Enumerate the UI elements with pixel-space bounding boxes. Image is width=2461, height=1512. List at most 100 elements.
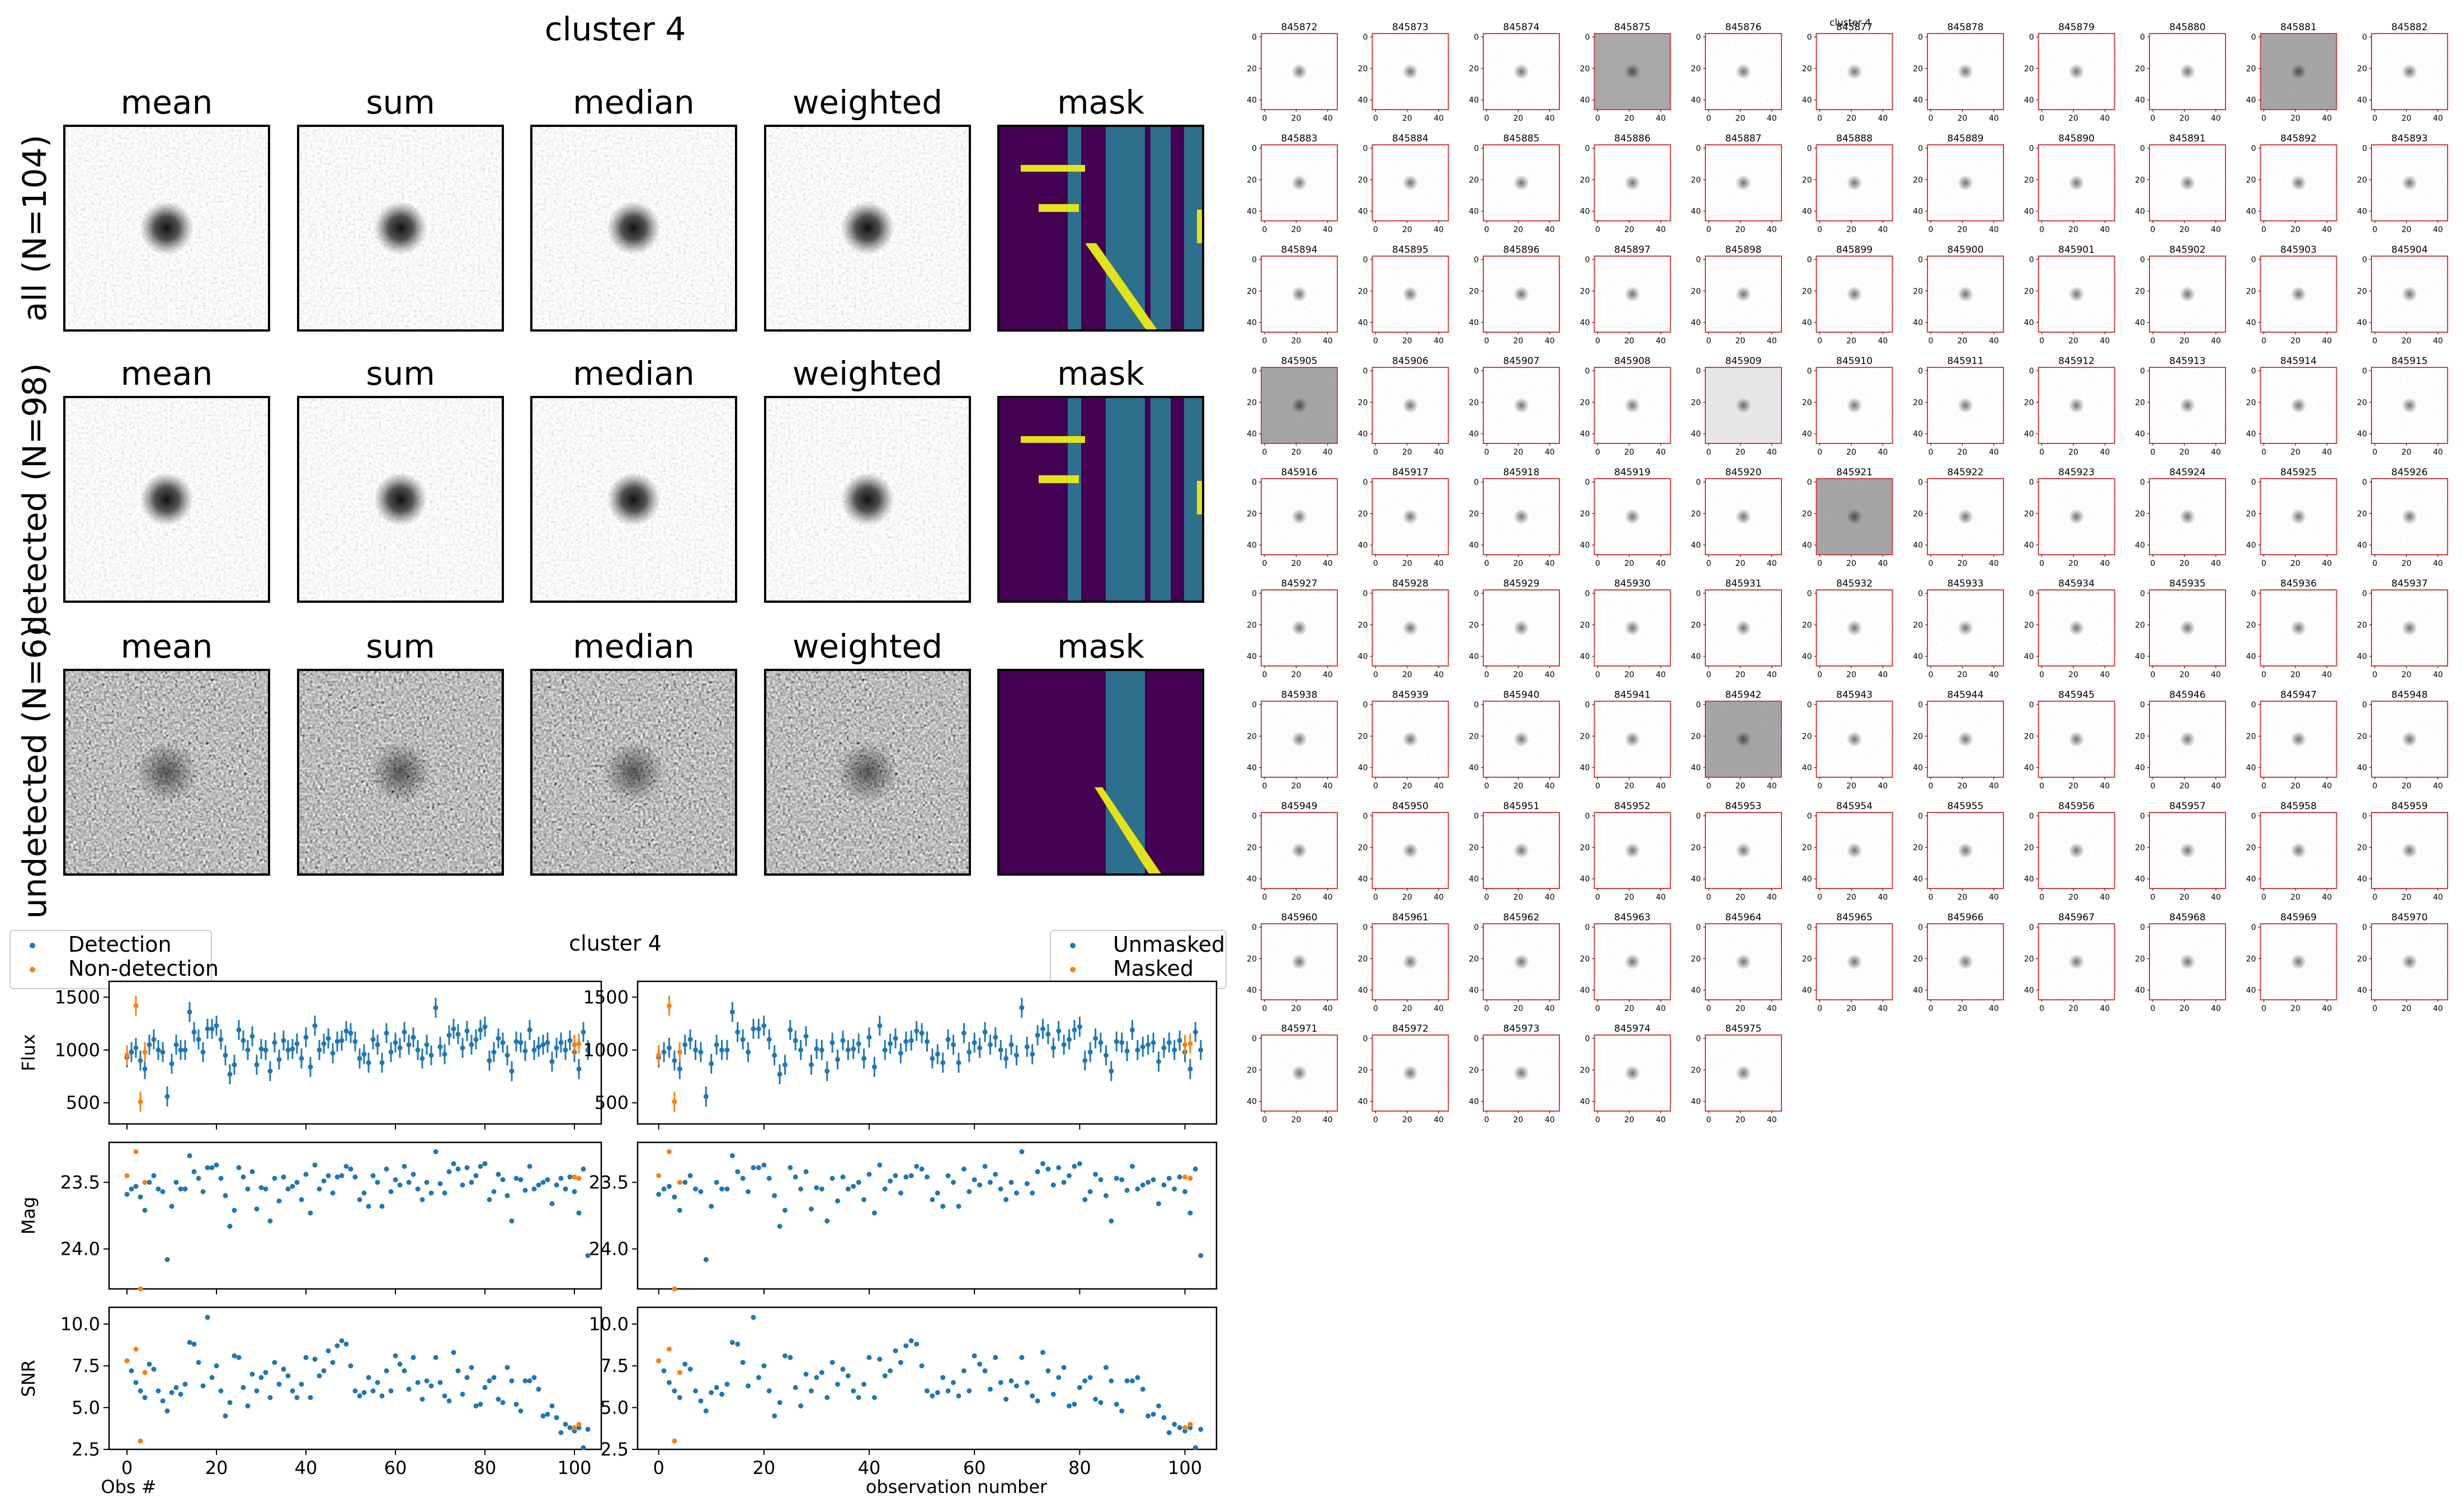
- thumb-y-tick: 0: [2140, 144, 2145, 153]
- thumb-x-tick: 20: [1513, 114, 1523, 123]
- thumb-x-tick: 0: [2151, 337, 2156, 346]
- thumb-x-tick: 40: [1767, 670, 1777, 679]
- data-point-detection: [249, 1169, 255, 1174]
- thumb-y-tick: 0: [1474, 33, 1479, 42]
- data-point-detection: [308, 1064, 313, 1070]
- data-point-detection: [693, 1047, 698, 1053]
- thumb-y-tick: 20: [2135, 398, 2145, 407]
- data-point-detection: [196, 1037, 201, 1042]
- thumb-y-tick: 40: [1802, 319, 1812, 328]
- thumb-y-tick: 20: [1247, 509, 1257, 518]
- thumb-y-tick: 40: [1247, 96, 1257, 105]
- thumb-x-tick: 20: [1624, 670, 1634, 679]
- thumb-x-tick: 40: [2211, 670, 2221, 679]
- data-point-detection: [227, 1071, 233, 1077]
- thumb-x-tick: 0: [1373, 670, 1378, 679]
- column-title: mask: [1057, 83, 1144, 121]
- thumb-x-tick: 40: [1656, 1004, 1666, 1013]
- thumb-y-tick: 40: [1913, 875, 1923, 884]
- data-point-detection: [124, 1192, 130, 1197]
- thumb-x-tick: 0: [2373, 1004, 2378, 1013]
- data-point-detection: [908, 1038, 914, 1043]
- thumb-x-tick: 0: [2261, 448, 2266, 457]
- thumb-y-tick: 20: [1247, 64, 1257, 73]
- thumb-x-tick: 20: [2068, 893, 2078, 902]
- data-point-detection: [258, 1185, 264, 1190]
- data-point-detection: [1040, 1161, 1045, 1166]
- thumb-x-tick: 0: [1262, 337, 1267, 346]
- data-point-detection: [249, 1033, 255, 1039]
- thumb-y-tick: 20: [2024, 955, 2034, 963]
- data-point-detection: [522, 1048, 528, 1054]
- data-point-detection: [281, 1174, 286, 1180]
- thumb-x-tick: 20: [1735, 337, 1745, 346]
- thumb-y-tick: 0: [1918, 923, 1923, 932]
- data-point-detection: [155, 1186, 161, 1192]
- thumb-x-tick: 20: [2401, 448, 2411, 457]
- thumb-x-tick: 20: [1513, 448, 1523, 457]
- thumb-x-tick: 40: [1767, 893, 1777, 902]
- thumb-y-tick: 0: [2140, 256, 2145, 264]
- data-point-detection: [1030, 1051, 1035, 1057]
- data-point-detection: [164, 1408, 170, 1414]
- thumb-x-tick: 40: [1434, 114, 1444, 123]
- data-point-detection: [1198, 1253, 1204, 1258]
- thumb-x-tick: 0: [1929, 225, 1934, 234]
- thumb-x-tick: 0: [1929, 670, 1934, 679]
- thumbnail-id: 845974: [1614, 1023, 1651, 1034]
- data-point-detection: [782, 1353, 788, 1359]
- thumb-x-tick: 40: [1878, 225, 1888, 234]
- thumb-x-tick: 40: [1878, 893, 1888, 902]
- data-point-detection: [856, 1041, 861, 1046]
- y-tick-label: 5.0: [72, 1397, 100, 1418]
- thumb-y-tick: 20: [1580, 509, 1590, 518]
- thumbnail-id: 845953: [1725, 801, 1762, 812]
- thumbnail-id: 845885: [1503, 133, 1540, 144]
- thumb-x-tick: 40: [1767, 337, 1777, 346]
- data-point-detection: [824, 1395, 830, 1400]
- data-point-detection: [672, 1058, 677, 1064]
- thumb-x-tick: 0: [1262, 893, 1267, 902]
- data-point-detection: [772, 1193, 777, 1198]
- thumb-y-tick: 20: [1358, 509, 1368, 518]
- thumb-y-tick: 40: [1913, 764, 1923, 773]
- column-title: mask: [1057, 627, 1144, 665]
- thumb-y-tick: 20: [1802, 732, 1812, 741]
- data-point-detection: [572, 1189, 577, 1194]
- thumbnail-id: 845920: [1725, 467, 1762, 478]
- data-point-detection: [1093, 1171, 1099, 1177]
- data-point-detection: [321, 1041, 327, 1046]
- thumbnail-id: 845948: [2392, 689, 2428, 701]
- thumb-y-tick: 0: [2251, 701, 2256, 710]
- data-point-nondetection: [666, 1346, 672, 1352]
- data-point-nondetection: [572, 1042, 577, 1047]
- thumb-y-tick: 20: [2357, 509, 2367, 518]
- thumb-y-tick: 40: [1469, 764, 1479, 773]
- data-point-detection: [500, 1177, 506, 1183]
- data-point-detection: [442, 1051, 447, 1057]
- data-point-detection: [1061, 1179, 1067, 1185]
- thumb-y-tick: 40: [1580, 430, 1590, 439]
- data-point-detection: [687, 1173, 693, 1179]
- data-point-nondetection: [672, 1438, 677, 1444]
- thumb-x-tick: 0: [2039, 1004, 2044, 1013]
- thumbnail-id: 845970: [2392, 912, 2428, 923]
- data-point-detection: [977, 1045, 983, 1051]
- data-point-detection: [824, 1069, 830, 1074]
- data-point-nondetection: [672, 1286, 677, 1292]
- thumb-x-tick: 0: [1484, 1004, 1489, 1013]
- thumb-x-tick: 0: [2373, 225, 2378, 234]
- data-point-detection: [182, 1047, 188, 1053]
- thumb-x-tick: 0: [2039, 337, 2044, 346]
